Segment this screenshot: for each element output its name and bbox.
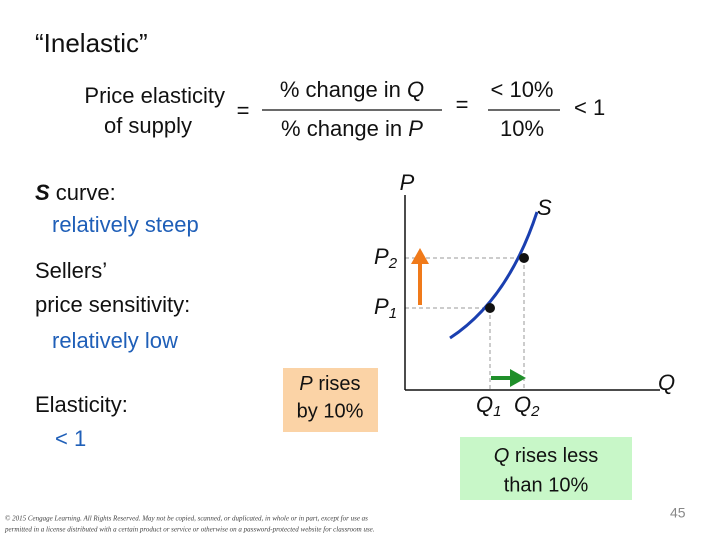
note: Elasticity: xyxy=(35,392,128,417)
price-box xyxy=(283,368,378,432)
formula-lhs: Price elasticity xyxy=(84,83,225,108)
text: rises xyxy=(313,373,361,395)
arrowhead xyxy=(510,369,526,387)
curve-label: S xyxy=(537,195,552,220)
formula-lhs: of supply xyxy=(104,113,192,138)
var: P xyxy=(408,116,423,141)
point xyxy=(485,303,495,313)
denominator: % change in P xyxy=(281,116,423,141)
box-text: Q rises less xyxy=(494,445,598,467)
arrowhead xyxy=(411,248,429,264)
text: rises less xyxy=(509,445,598,467)
note-desc: < 1 xyxy=(55,426,86,451)
ratio-numerator: < 10% xyxy=(491,77,554,102)
note-desc: relatively steep xyxy=(52,212,199,237)
note: S curve: xyxy=(35,180,116,205)
result: < 1 xyxy=(574,95,605,120)
ratio-denominator: 10% xyxy=(500,116,544,141)
slide-number: 45 xyxy=(670,505,686,521)
var: P xyxy=(299,373,313,395)
equals: = xyxy=(237,98,250,123)
copyright: © 2015 Cengage Learning. All Rights Rese… xyxy=(5,515,368,523)
point xyxy=(519,253,529,263)
subscript: 1 xyxy=(493,403,501,420)
var: P xyxy=(374,244,389,269)
note-desc: relatively low xyxy=(52,328,178,353)
axis-label: Q xyxy=(658,370,675,395)
var: Q xyxy=(514,392,531,417)
supply-curve xyxy=(449,211,539,340)
var: S xyxy=(35,180,50,205)
text: % change in xyxy=(280,77,407,102)
box-text: P rises xyxy=(299,373,360,395)
price-label: P1 xyxy=(374,294,397,322)
quantity-label: Q2 xyxy=(514,392,540,420)
price-label: P2 xyxy=(374,244,398,272)
note: price sensitivity: xyxy=(35,292,190,317)
var: Q xyxy=(476,392,493,417)
subscript: 2 xyxy=(530,403,540,420)
title: “Inelastic” xyxy=(35,28,148,58)
copyright: permitted in a license distributed with … xyxy=(4,526,375,534)
subscript: 2 xyxy=(388,255,398,272)
var: Q xyxy=(494,445,510,467)
quantity-label: Q1 xyxy=(476,392,501,420)
text: curve: xyxy=(50,180,116,205)
var: Q xyxy=(407,77,424,102)
var: P xyxy=(374,294,389,319)
equals: = xyxy=(456,92,469,117)
box-text: than 10% xyxy=(504,474,589,496)
note: Sellers’ xyxy=(35,258,107,283)
quantity-box xyxy=(460,437,632,500)
axis-label: P xyxy=(400,170,415,195)
subscript: 1 xyxy=(389,305,397,322)
text: % change in xyxy=(281,116,408,141)
box-text: by 10% xyxy=(297,400,364,422)
numerator: % change in Q xyxy=(280,77,424,102)
